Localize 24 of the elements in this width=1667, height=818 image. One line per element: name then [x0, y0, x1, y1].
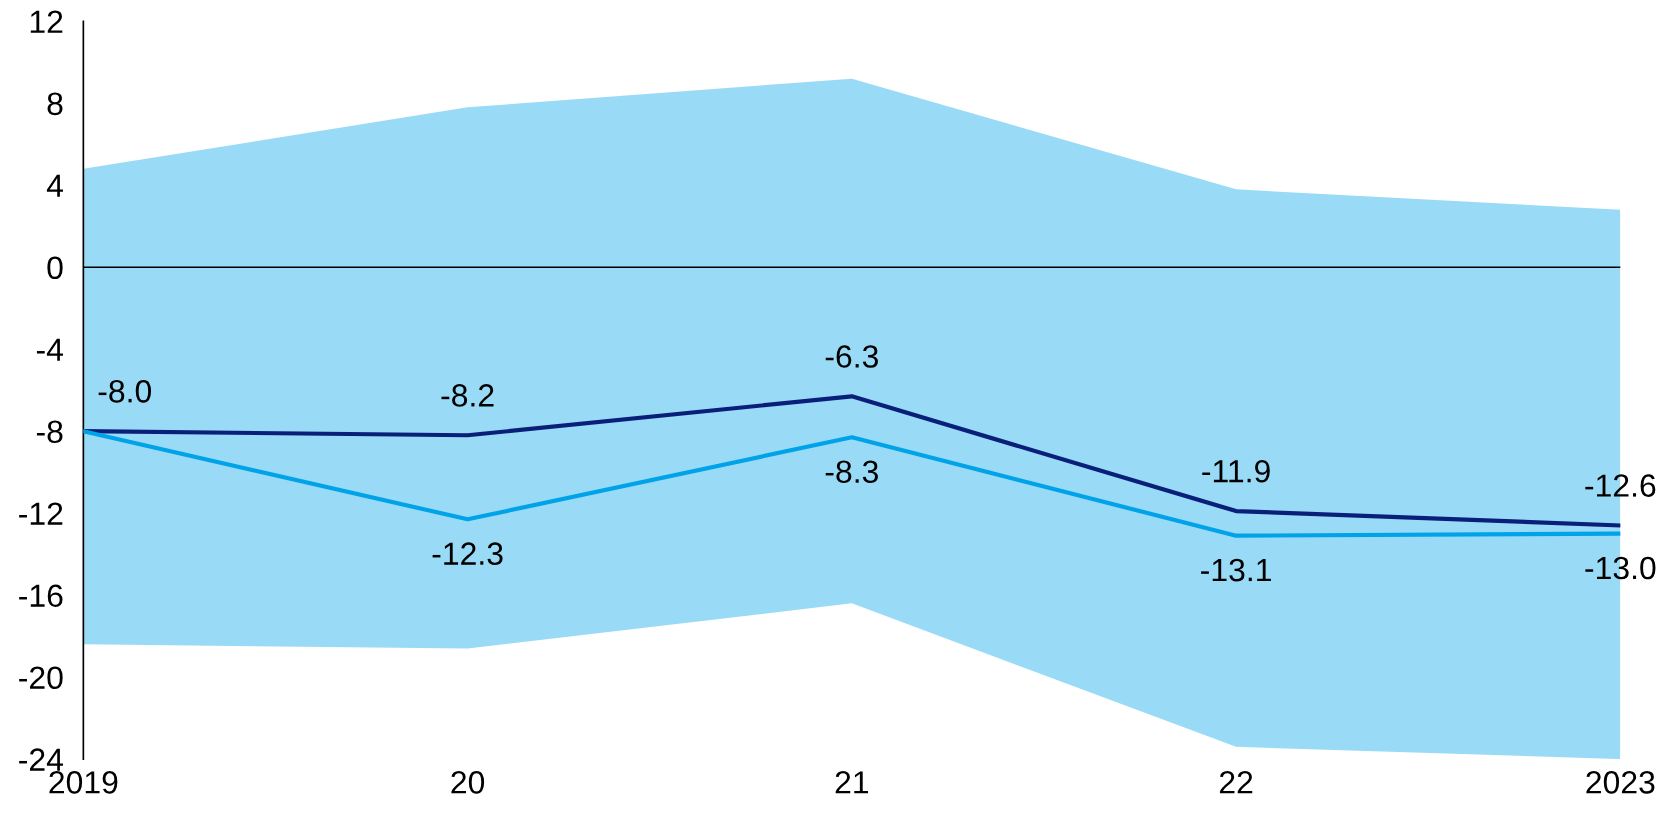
data-label: -13.0: [1585, 556, 1656, 580]
data-label: -8.3: [825, 460, 878, 484]
x-tick-label: 21: [835, 771, 869, 794]
x-tick-label: 2023: [1586, 771, 1655, 794]
y-tick-label: -20: [19, 666, 63, 690]
data-label: -12.3: [432, 542, 503, 565]
y-tick-label: 4: [46, 174, 63, 197]
y-tick-label: -4: [36, 338, 63, 361]
y-tick-label: -24: [19, 748, 63, 771]
y-tick-label: 12: [30, 10, 63, 33]
x-tick-label: 20: [451, 771, 485, 794]
y-tick-label: -16: [19, 584, 63, 608]
data-label: -13.1: [1201, 558, 1271, 582]
x-tick-label: 22: [1219, 771, 1253, 794]
data-label: -11.9: [1202, 459, 1270, 483]
data-label: -12.6: [1585, 474, 1656, 497]
y-tick-label: 8: [47, 92, 63, 116]
y-tick-label: 0: [47, 256, 63, 280]
data-label: -8.0: [98, 380, 152, 403]
data-label: -6.3: [825, 345, 878, 368]
y-tick-label: -12: [19, 502, 63, 525]
y-tick-label: -8: [36, 420, 63, 444]
data-label: -8.2: [441, 384, 494, 407]
x-tick-label: 2019: [49, 771, 118, 794]
